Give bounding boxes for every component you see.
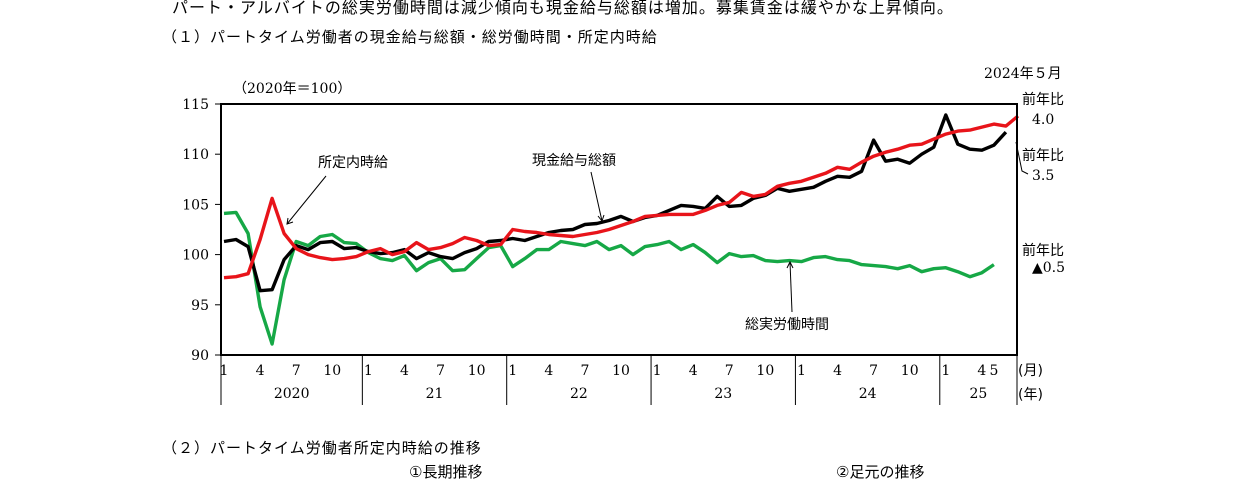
x-month-label: 7 (292, 363, 301, 379)
yoy-hourly-label: 前年比 (1022, 91, 1064, 108)
year-label: 25 (969, 386, 987, 402)
year-label: 22 (570, 386, 588, 402)
month-unit-label: (月) (1018, 363, 1043, 379)
section1-title: （１）パートタイム労働者の現金給与総額・総労働時間・所定内時給 (162, 28, 658, 46)
x-month-label: 1 (653, 363, 662, 379)
x-month-label: 7 (580, 363, 589, 379)
y-tick-label: 115 (182, 97, 209, 113)
latest-month-label: 2024年５月 (984, 66, 1062, 82)
year-label: 2020 (274, 386, 310, 402)
y-tick-label: 90 (191, 348, 209, 364)
x-month-label: 5 (989, 363, 998, 379)
y-tick-label: 110 (182, 147, 209, 163)
hourly-wage-arrow (286, 175, 327, 225)
x-month-label: 10 (468, 363, 486, 379)
headline: パート・アルバイトの総実労働時間は減少傾向も現金給与総額は増加。募集賃金は緩やか… (172, 0, 954, 17)
hours-worked-arrow (789, 261, 793, 313)
series-line-hours-worked (223, 210, 995, 346)
yoy-cash-label: 前年比 (1022, 147, 1064, 164)
x-month-label: 7 (436, 363, 445, 379)
year-label: 24 (859, 386, 877, 402)
hourly-wage-arrowhead (286, 217, 294, 225)
y-tick-label: 100 (182, 248, 209, 264)
y-tick-label: 105 (182, 197, 209, 213)
x-month-label: 1 (508, 363, 517, 379)
hours-worked-arrowhead (786, 260, 794, 269)
x-month-label: 10 (756, 363, 774, 379)
cash-earnings-label: 現金給与総額 (532, 153, 616, 169)
yoy-cash-value: 3.5 (1032, 168, 1054, 184)
yoy-hours-value: ▲0.5 (1032, 260, 1065, 276)
x-month-label: 1 (797, 363, 806, 379)
x-month-label: 4 (689, 363, 698, 379)
cash-earnings-arrowhead (597, 214, 605, 223)
plot-frame (220, 103, 1018, 356)
x-month-label: 10 (901, 363, 919, 379)
subchart1-title: ①長期推移 (409, 463, 483, 481)
hours-worked-label: 総実労働時間 (745, 317, 829, 333)
section2-title: （２）パートタイム労働者所定内時給の推移 (162, 439, 482, 457)
year-unit-label: (年) (1018, 387, 1043, 403)
x-month-label: 7 (869, 363, 878, 379)
y-tick-label: 95 (191, 298, 209, 314)
subchart2-title: ②足元の推移 (836, 463, 925, 481)
x-month-label: 1 (941, 363, 950, 379)
year-label: 23 (714, 386, 732, 402)
x-month-label: 1 (220, 363, 229, 379)
series-line-cash-earnings (223, 113, 1008, 293)
x-month-label: 4 (833, 363, 842, 379)
x-month-label: 10 (323, 363, 341, 379)
x-month-label: 10 (612, 363, 630, 379)
series-line-hourly-wage (223, 114, 1020, 280)
x-month-label: 7 (725, 363, 734, 379)
x-month-label: 1 (364, 363, 373, 379)
x-month-label: 4 (256, 363, 265, 379)
hourly-wage-label: 所定内時給 (318, 155, 388, 171)
x-month-label: 4 (977, 363, 986, 379)
x-month-label: 4 (400, 363, 409, 379)
unit-label: （2020年＝100） (233, 81, 351, 97)
year-label: 21 (426, 386, 444, 402)
x-month-label: 4 (544, 363, 553, 379)
yoy-hours-label: 前年比 (1022, 242, 1064, 259)
yoy-cash-leader (1015, 141, 1029, 175)
cash-earnings-arrow (590, 171, 603, 222)
yoy-hourly-value: 4.0 (1032, 112, 1054, 128)
